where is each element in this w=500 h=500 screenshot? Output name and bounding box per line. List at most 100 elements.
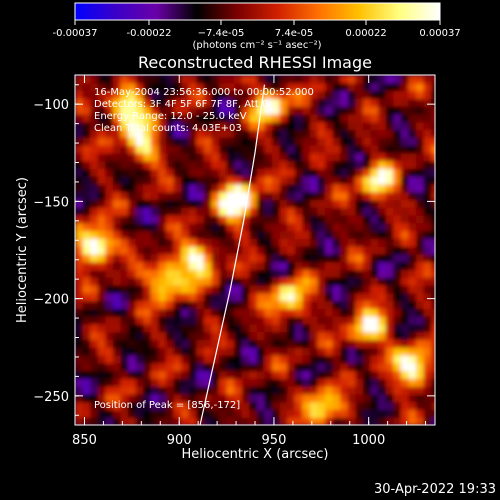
heatmap-cell	[82, 183, 91, 193]
heatmap-cell	[423, 253, 432, 263]
heatmap-cell	[370, 277, 379, 286]
heatmap-cell	[325, 106, 334, 115]
heatmap-cell	[363, 277, 372, 286]
heatmap-cell	[355, 292, 364, 302]
heatmap-cell	[416, 145, 425, 154]
heatmap-cell	[378, 113, 387, 123]
heatmap-cell	[370, 386, 379, 395]
heatmap-cell	[287, 215, 296, 224]
heatmap-cell	[416, 277, 425, 286]
heatmap-cell	[135, 401, 144, 411]
heatmap-cell	[302, 106, 311, 115]
heatmap-cell	[431, 308, 435, 317]
heatmap-cell	[112, 362, 122, 372]
heatmap-cell	[120, 129, 129, 138]
heatmap-cell	[294, 323, 303, 333]
heatmap-cell	[203, 168, 213, 177]
heatmap-cell	[325, 230, 334, 239]
heatmap-cell	[90, 160, 99, 169]
heatmap-cell	[165, 160, 175, 169]
heatmap-cell	[400, 339, 410, 348]
heatmap-cell	[416, 347, 425, 356]
heatmap-cell	[203, 417, 213, 425]
heatmap-cell	[317, 277, 326, 286]
heatmap-cell	[135, 417, 144, 425]
heatmap-cell	[165, 207, 175, 216]
heatmap-cell	[120, 308, 129, 317]
heatmap-cell	[423, 393, 432, 403]
heatmap-cell	[90, 113, 99, 123]
heatmap-cell	[181, 370, 190, 379]
heatmap-cell	[90, 417, 99, 425]
heatmap-cell	[302, 417, 311, 425]
heatmap-cell	[173, 409, 182, 418]
heatmap-cell	[325, 207, 334, 216]
heatmap-cell	[272, 300, 281, 309]
heatmap-cell	[423, 215, 432, 224]
heatmap-cell	[416, 168, 425, 177]
heatmap-cell	[211, 292, 220, 302]
heatmap-cell	[90, 121, 99, 131]
heatmap-cell	[363, 230, 372, 239]
heatmap-cell	[363, 347, 372, 356]
heatmap-cell	[120, 145, 129, 154]
heatmap-cell	[158, 183, 167, 193]
heatmap-cell	[128, 121, 137, 131]
x-tick-label: 1000	[352, 433, 385, 448]
heatmap-cell	[105, 347, 114, 356]
heatmap-cell	[256, 269, 266, 278]
heatmap-cell	[211, 90, 220, 99]
heatmap-cell	[317, 339, 326, 348]
heatmap-cell	[355, 176, 364, 185]
heatmap-cell	[423, 355, 432, 364]
heatmap-cell	[82, 300, 91, 309]
heatmap-cell	[400, 145, 410, 154]
heatmap-cell	[317, 285, 326, 294]
heatmap-cell	[400, 292, 410, 302]
heatmap-cell	[431, 129, 435, 138]
heatmap-cell	[347, 277, 357, 286]
heatmap-cell	[143, 417, 152, 425]
heatmap-cell	[97, 183, 106, 193]
heatmap-cell	[97, 355, 106, 364]
heatmap-cell	[279, 168, 288, 177]
heatmap-cell	[416, 386, 425, 395]
heatmap-cell	[112, 355, 122, 364]
heatmap-cell	[75, 378, 84, 387]
heatmap-cell	[287, 222, 296, 232]
heatmap-cell	[408, 191, 417, 201]
heatmap-cell	[317, 378, 326, 387]
heatmap-cell	[196, 355, 205, 364]
heatmap-cell	[219, 176, 228, 185]
heatmap-cell	[196, 137, 205, 146]
heatmap-cell	[226, 261, 235, 271]
heatmap-cell	[143, 183, 152, 193]
heatmap-cell	[90, 378, 99, 387]
heatmap-cell	[173, 82, 182, 92]
heatmap-cell	[302, 378, 311, 387]
heatmap-cell	[173, 152, 182, 162]
heatmap-cell	[211, 191, 220, 201]
heatmap-cell	[256, 199, 266, 208]
heatmap-cell	[332, 199, 341, 208]
heatmap-cell	[309, 316, 319, 325]
heatmap-cell	[181, 393, 190, 403]
heatmap-cell	[355, 331, 364, 341]
heatmap-cell	[287, 145, 296, 154]
heatmap-cell	[75, 308, 84, 317]
heatmap-cell	[143, 75, 152, 84]
heatmap-cell	[400, 207, 410, 216]
heatmap-cell	[370, 75, 379, 84]
heatmap-cell	[332, 308, 341, 317]
heatmap-cell	[294, 246, 303, 255]
heatmap-cell	[75, 137, 84, 146]
heatmap-cell	[165, 378, 175, 387]
heatmap-cell	[241, 98, 250, 107]
heatmap-cell	[272, 90, 281, 99]
heatmap-cell	[393, 215, 402, 224]
heatmap-cell	[256, 316, 266, 325]
heatmap-cell	[211, 230, 220, 239]
heatmap-cell	[287, 160, 296, 169]
heatmap-cell	[272, 238, 281, 247]
heatmap-cell	[226, 75, 235, 84]
